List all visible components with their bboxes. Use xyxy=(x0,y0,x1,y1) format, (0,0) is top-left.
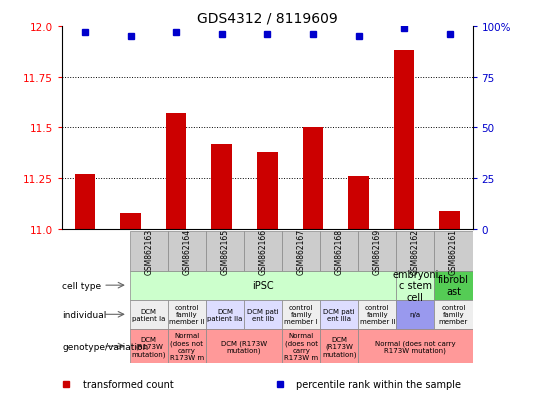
Text: GSM862161: GSM862161 xyxy=(449,228,458,274)
Bar xyxy=(206,231,244,271)
Bar xyxy=(168,329,206,363)
Text: genotype/variation: genotype/variation xyxy=(62,342,149,351)
Bar xyxy=(358,300,396,329)
Bar xyxy=(434,271,472,300)
Text: control
family
member II: control family member II xyxy=(169,304,205,325)
Bar xyxy=(130,329,168,363)
Text: GSM862167: GSM862167 xyxy=(296,228,306,274)
Bar xyxy=(358,231,396,271)
Text: GSM862163: GSM862163 xyxy=(144,228,153,274)
Bar xyxy=(396,271,434,300)
Bar xyxy=(394,51,414,229)
Text: Normal
(does not
carry
R173W m: Normal (does not carry R173W m xyxy=(284,332,318,360)
Bar xyxy=(130,271,396,300)
Bar xyxy=(130,231,168,271)
Bar xyxy=(130,300,168,329)
Bar xyxy=(320,329,358,363)
Title: GDS4312 / 8119609: GDS4312 / 8119609 xyxy=(197,12,338,26)
Text: DCM pati
ent IIb: DCM pati ent IIb xyxy=(247,308,279,321)
Text: GSM862168: GSM862168 xyxy=(335,228,344,274)
Bar xyxy=(282,231,320,271)
Bar xyxy=(75,175,95,229)
Bar xyxy=(282,300,320,329)
Text: transformed count: transformed count xyxy=(83,379,173,389)
Text: GSM862169: GSM862169 xyxy=(373,228,382,274)
Text: percentile rank within the sample: percentile rank within the sample xyxy=(296,379,461,389)
Bar xyxy=(440,211,460,229)
Bar xyxy=(320,231,358,271)
Text: control
family
member II: control family member II xyxy=(360,304,395,325)
Text: embryoni
c stem
cell: embryoni c stem cell xyxy=(392,269,438,302)
Bar xyxy=(166,114,186,229)
Text: individual: individual xyxy=(62,310,106,319)
Bar xyxy=(244,231,282,271)
Bar xyxy=(396,300,434,329)
Bar xyxy=(358,329,472,363)
Bar xyxy=(282,329,320,363)
Bar xyxy=(244,300,282,329)
Bar xyxy=(302,128,323,229)
Text: DCM
(R173W
mutation): DCM (R173W mutation) xyxy=(322,336,356,357)
Bar xyxy=(396,231,434,271)
Text: control
family
member: control family member xyxy=(439,304,468,325)
Text: DCM
patient IIa: DCM patient IIa xyxy=(207,308,242,321)
Bar xyxy=(120,213,141,229)
Text: DCM pati
ent IIIa: DCM pati ent IIIa xyxy=(323,308,355,321)
Text: DCM
patient Ia: DCM patient Ia xyxy=(132,308,166,321)
Bar xyxy=(257,152,278,229)
Text: cell type: cell type xyxy=(62,281,101,290)
Text: DCM
(R173W
mutation): DCM (R173W mutation) xyxy=(132,336,166,357)
Text: GSM862164: GSM862164 xyxy=(183,228,191,274)
Bar xyxy=(434,231,472,271)
Bar xyxy=(206,300,244,329)
Text: iPSC: iPSC xyxy=(252,280,274,290)
Text: GSM862162: GSM862162 xyxy=(411,228,420,274)
Bar xyxy=(168,300,206,329)
Bar xyxy=(212,144,232,229)
Bar xyxy=(168,231,206,271)
Bar xyxy=(434,300,472,329)
Bar xyxy=(320,300,358,329)
Text: GSM862165: GSM862165 xyxy=(220,228,230,274)
Bar xyxy=(348,177,369,229)
Text: DCM (R173W
mutation): DCM (R173W mutation) xyxy=(221,339,267,353)
Text: n/a: n/a xyxy=(410,311,421,318)
Text: Normal
(does not
carry
R173W m: Normal (does not carry R173W m xyxy=(170,332,204,360)
Text: Normal (does not carry
R173W mutation): Normal (does not carry R173W mutation) xyxy=(375,339,456,353)
Text: GSM862166: GSM862166 xyxy=(259,228,268,274)
Text: fibrobl
ast: fibrobl ast xyxy=(438,275,469,296)
Bar xyxy=(206,329,282,363)
Text: control
family
member I: control family member I xyxy=(285,304,318,325)
